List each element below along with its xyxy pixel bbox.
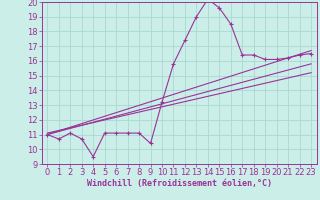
X-axis label: Windchill (Refroidissement éolien,°C): Windchill (Refroidissement éolien,°C) [87, 179, 272, 188]
